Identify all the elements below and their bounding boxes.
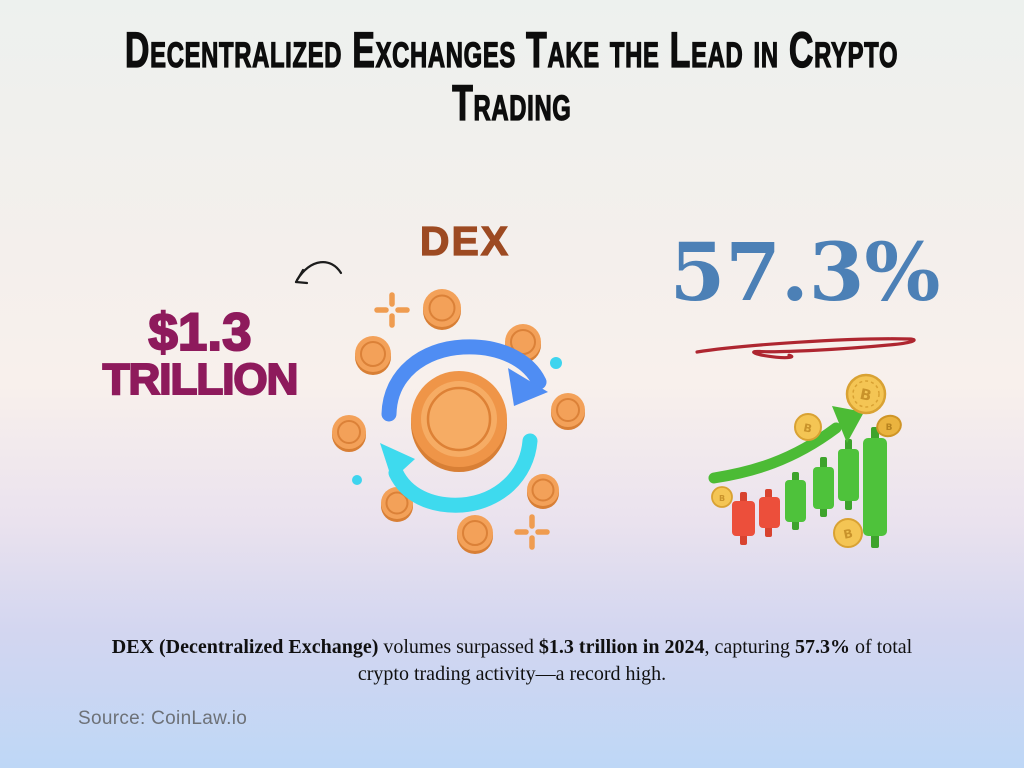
green-candle [813, 457, 834, 517]
red-candle [732, 492, 755, 545]
description-segment: of total crypto trading activity—a recor… [357, 636, 913, 685]
svg-text:B: B [858, 385, 873, 405]
volume-value: $1.3 [147, 303, 252, 362]
description-text: DEX (Decentralized Exchange) volumes sur… [87, 634, 937, 688]
candlestick-chart-illustration: B B B B B [708, 373, 902, 548]
green-candle [863, 427, 887, 548]
red-candle [759, 489, 780, 537]
description-segment: volumes surpassed [378, 636, 539, 658]
dex-exchange-illustration [294, 261, 585, 554]
bitcoin-coin-icon: B [794, 413, 822, 441]
volume-stat: $1.3 TRILLION [80, 303, 320, 404]
hand-drawn-arrow-icon [294, 261, 343, 285]
bitcoin-coin-icon: B [845, 373, 887, 415]
description-segment: 57.3% [795, 636, 851, 658]
dex-label: DEX [419, 217, 511, 264]
page-title: Decentralized Exchanges Take the Lead in… [0, 22, 1024, 131]
exchange-arrow-cyan-icon [380, 433, 538, 513]
coin-icon [527, 474, 559, 509]
underline-swoosh-icon [695, 337, 916, 360]
growth-arrow-icon [708, 406, 864, 484]
cyan-dot [550, 357, 562, 369]
sparkle-icon [374, 292, 410, 328]
coin-icon [551, 393, 585, 430]
coin-icon [355, 336, 391, 375]
bitcoin-coin-icon: B [833, 518, 863, 548]
svg-text:B: B [802, 421, 813, 435]
svg-text:B: B [719, 494, 725, 503]
svg-text:B: B [842, 526, 854, 542]
cyan-dot [352, 475, 362, 485]
bitcoin-coin-icon: B [876, 414, 902, 438]
page-title-line-1: Decentralized Exchanges Take the Lead in… [125, 22, 899, 78]
market-share-stat: 57.3% [669, 225, 941, 319]
green-candle [838, 439, 859, 510]
description-segment: $1.3 trillion in 2024 [538, 636, 705, 658]
svg-text:B: B [886, 423, 893, 433]
page-title-line-2: Trading [452, 75, 572, 131]
coin-icon [457, 515, 493, 554]
description-segment: , capturing [704, 636, 796, 658]
green-candle [785, 472, 806, 530]
exchange-arrow-blue-icon [381, 339, 548, 422]
central-coin-icon [411, 371, 507, 472]
coin-icon [332, 415, 366, 452]
coin-icon [423, 289, 461, 330]
source-attribution: Source: CoinLaw.io [78, 708, 248, 729]
bitcoin-coin-icon: B [711, 486, 733, 508]
description-segment: DEX (Decentralized Exchange) [111, 636, 379, 658]
volume-unit: TRILLION [102, 355, 300, 404]
sparkle-icon [514, 514, 550, 550]
